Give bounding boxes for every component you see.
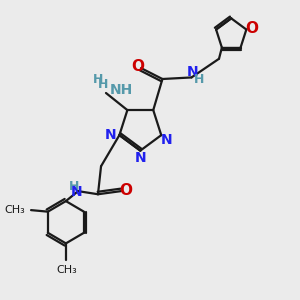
Text: N: N [161, 133, 172, 147]
Text: H: H [69, 180, 80, 193]
Text: O: O [131, 59, 144, 74]
Text: N: N [187, 65, 199, 80]
Text: H: H [194, 74, 204, 86]
Text: O: O [119, 183, 132, 198]
Text: CH₃: CH₃ [5, 205, 26, 215]
Text: N: N [71, 185, 82, 199]
Text: NH: NH [110, 83, 133, 97]
Text: H: H [98, 77, 108, 91]
Text: H: H [92, 73, 103, 86]
Text: N: N [105, 128, 117, 142]
Text: N: N [135, 152, 146, 165]
Text: CH₃: CH₃ [56, 265, 77, 275]
Text: O: O [245, 21, 258, 36]
